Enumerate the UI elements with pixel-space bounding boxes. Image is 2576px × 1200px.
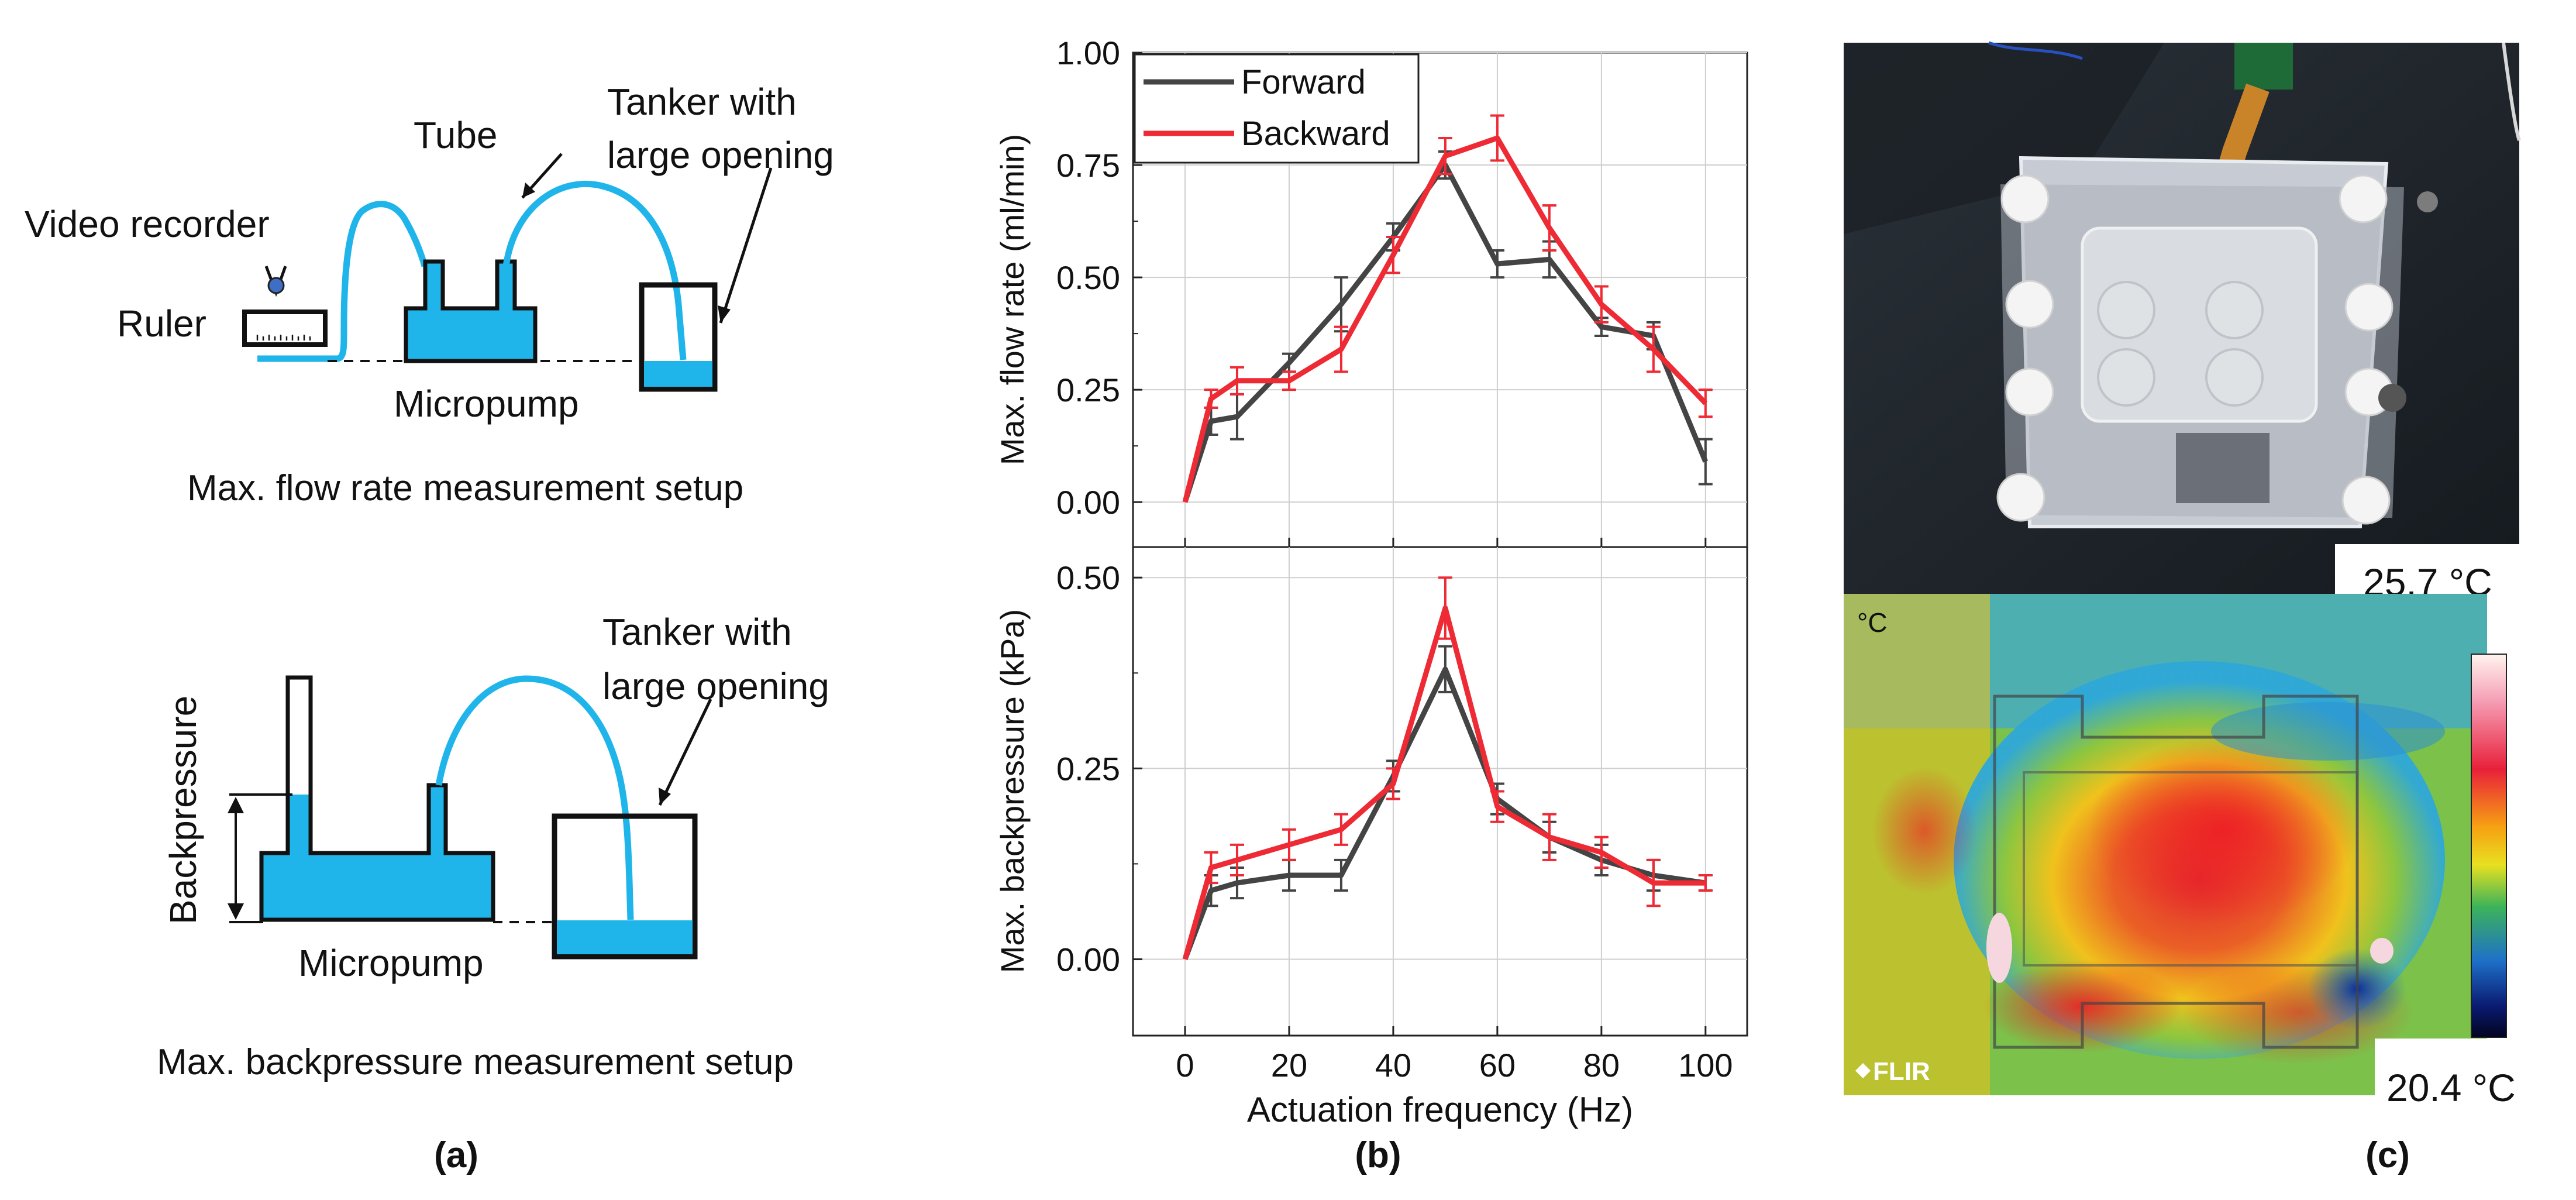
backpressure-column-air bbox=[290, 679, 309, 795]
tanker-label-line1-2: Tanker with bbox=[602, 611, 792, 653]
tanker-2 bbox=[552, 813, 698, 960]
panel-b-charts: 0.00 0.25 0.50 0.75 1.00 Max. flow rate (ml/m… bbox=[994, 35, 1748, 1175]
micropump-body bbox=[404, 259, 538, 363]
legend-forward-label: Forward bbox=[1241, 63, 1366, 101]
tube-arrowhead bbox=[522, 183, 535, 198]
camera-lens-icon bbox=[267, 277, 285, 294]
panel-b-label: (b) bbox=[1355, 1135, 1401, 1175]
y-tick-label: 0.75 bbox=[1056, 147, 1120, 184]
tanker-label-line2-2: large opening bbox=[602, 665, 829, 707]
tanker bbox=[639, 282, 718, 392]
x-tick-label: 80 bbox=[1583, 1047, 1620, 1084]
panel-c-label: (c) bbox=[2365, 1135, 2410, 1175]
y-tick-label: 0.00 bbox=[1056, 484, 1120, 521]
x-tick-label: 40 bbox=[1375, 1047, 1411, 1084]
y-tick-label: 0.25 bbox=[1056, 372, 1120, 408]
tanker-label-line2: large opening bbox=[607, 134, 834, 176]
tube-2 bbox=[435, 675, 634, 920]
legend-box bbox=[1134, 53, 1420, 164]
x-tick-label: 0 bbox=[1176, 1047, 1194, 1084]
backward-series-line bbox=[1182, 135, 1708, 503]
legend-backward-label: Backward bbox=[1241, 115, 1390, 153]
micropump-photo: 25.7 °C bbox=[1844, 41, 2521, 610]
backward-series-line bbox=[1182, 605, 1706, 960]
flow-rate-setup-caption: Max. flow rate measurement setup bbox=[187, 468, 743, 508]
backpressure-setup-diagram: Backpressure Tanker with large opening M… bbox=[157, 611, 829, 1082]
x-tick-label: 20 bbox=[1271, 1047, 1307, 1084]
tube-outlet bbox=[502, 180, 687, 360]
micropump-label: Micropump bbox=[394, 383, 579, 425]
svg-text:FLIR: FLIR bbox=[1873, 1057, 1930, 1086]
thermal-image: °C FLIR 20.4 °C bbox=[1844, 594, 2576, 1115]
y-axis-title: Max. backpressure (kPa) bbox=[994, 609, 1031, 973]
chart-legend: Forward Backward bbox=[1134, 53, 1420, 164]
flow-rate-setup-diagram: Video recorder Ruler Tube Tanker with la… bbox=[25, 81, 834, 508]
x-axis-title: Actuation frequency (Hz) bbox=[1247, 1090, 1633, 1129]
tanker-arrowhead bbox=[718, 305, 731, 323]
flow-rate-chart: 0.00 0.25 0.50 0.75 1.00 Max. flow rate (ml/m… bbox=[994, 35, 1747, 547]
y-tick-label: 1.00 bbox=[1056, 35, 1120, 71]
micropump-label-2: Micropump bbox=[298, 942, 484, 984]
y-axis-title: Max. flow rate (ml/min) bbox=[994, 134, 1031, 465]
temp-min-box bbox=[2375, 1039, 2576, 1115]
y-tick-label: 0.00 bbox=[1056, 941, 1120, 978]
x-tick-label: 60 bbox=[1479, 1047, 1516, 1084]
y-tick-label: 0.50 bbox=[1056, 559, 1120, 596]
temp-min-value: 20.4 °C bbox=[2386, 1066, 2516, 1109]
backpressure-chart: 0 20 40 60 80 100 0.00 0.25 0.50 Max. backpressur… bbox=[994, 547, 1747, 1084]
tube bbox=[257, 201, 428, 362]
y-tick-label: 0.25 bbox=[1056, 750, 1120, 787]
tube-label: Tube bbox=[414, 114, 498, 156]
ruler-ticks bbox=[256, 335, 311, 341]
x-tick-label: 100 bbox=[1678, 1047, 1733, 1084]
tanker-arrow bbox=[719, 167, 773, 324]
video-recorder-label: Video recorder bbox=[25, 203, 270, 245]
tanker-label-line1: Tanker with bbox=[607, 81, 797, 123]
flir-logo: FLIR bbox=[1855, 1057, 1930, 1086]
backpressure-setup-caption: Max. backpressure measurement setup bbox=[157, 1042, 794, 1082]
tanker-water-2 bbox=[557, 920, 693, 954]
forward-series-line bbox=[1182, 666, 1706, 961]
backpressure-label: Backpressure bbox=[162, 696, 204, 924]
thermal-colorbar bbox=[2471, 654, 2507, 1038]
panel-c-photos: 25.7 °C °C FLIR bbox=[1844, 41, 2576, 1175]
ruler bbox=[242, 310, 328, 347]
panel-a-label: (a) bbox=[434, 1135, 478, 1175]
ruler-label: Ruler bbox=[117, 302, 206, 345]
tanker-water bbox=[644, 361, 712, 387]
celsius-icon: °C bbox=[1857, 607, 1888, 638]
tanker-arrow-2 bbox=[658, 698, 712, 806]
y-tick-label: 0.50 bbox=[1056, 259, 1120, 296]
panel-a-schematics: Video recorder Ruler Tube Tanker with la… bbox=[25, 81, 834, 1175]
forward-series-line bbox=[1182, 162, 1708, 503]
